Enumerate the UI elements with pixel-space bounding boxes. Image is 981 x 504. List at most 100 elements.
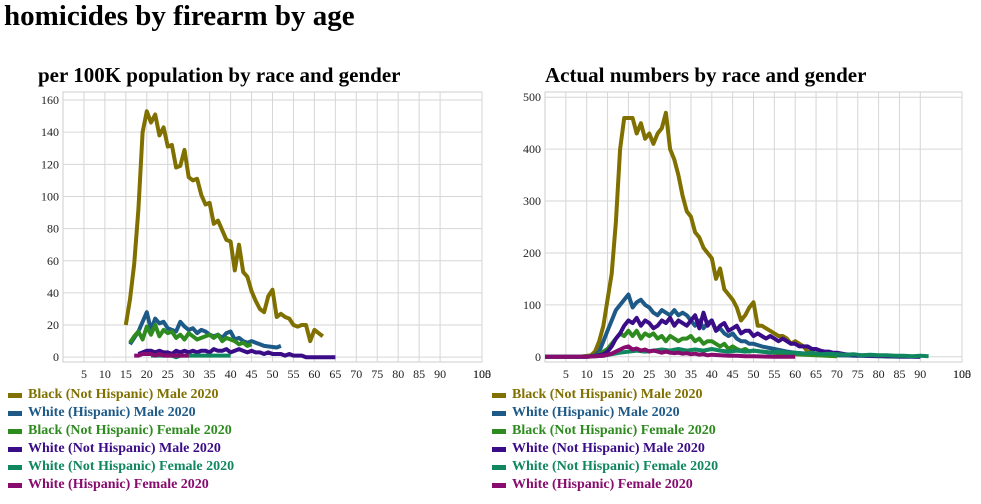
legend-swatch xyxy=(492,446,506,452)
legend-label: White (Not Hispanic) Male 2020 xyxy=(28,441,221,456)
chart-per-100k: 5 10 15 20 25 30 35 40 45 50 55 60 65 70 75 80 85 90 10010… xyxy=(41,91,491,381)
legend-item: White (Not Hispanic) Male 2020 xyxy=(8,440,234,458)
y-tick-label: 300 xyxy=(523,194,541,208)
x-tick-label: 30 xyxy=(183,367,195,381)
series-line-5 xyxy=(134,352,189,358)
legend-item: Black (Not Hispanic) Male 2020 xyxy=(492,386,718,404)
x-tick-label: 50 xyxy=(748,367,760,381)
legend-swatch xyxy=(8,428,22,434)
x-tick-label: 100 xyxy=(953,367,971,381)
x-tick-label: 100 xyxy=(473,367,491,381)
legend-item: Black (Not Hispanic) Male 2020 xyxy=(8,386,234,404)
y-tick-label: 80 xyxy=(47,222,59,236)
x-tick-label: 80 xyxy=(873,367,885,381)
series-line-2 xyxy=(128,323,253,348)
legend-label: Black (Not Hispanic) Female 2020 xyxy=(512,423,716,438)
legend-label: Black (Not Hispanic) Male 2020 xyxy=(28,387,219,402)
legend-label: White (Not Hispanic) Female 2020 xyxy=(28,459,235,474)
x-tick-label: 60 xyxy=(789,367,801,381)
legend-swatch xyxy=(8,482,22,488)
x-tick-label: 30 xyxy=(664,367,676,381)
legend-label: White (Hispanic) Female 2020 xyxy=(28,477,209,492)
x-tick-label: 35 xyxy=(685,367,697,381)
legend-item: Black (Not Hispanic) Female 2020 xyxy=(8,422,234,440)
chart-title-per-100k: per 100K population by race and gender xyxy=(38,63,401,87)
x-tick-label: 70 xyxy=(350,367,362,381)
legend-label: White (Not Hispanic) Male 2020 xyxy=(512,441,705,456)
x-tick-label: 75 xyxy=(371,367,383,381)
legend-label: White (Hispanic) Female 2020 xyxy=(512,477,693,492)
x-tick-label: 15 xyxy=(120,367,132,381)
y-tick-label: 0 xyxy=(53,350,59,364)
legend-swatch xyxy=(492,464,506,470)
x-tick-label: 40 xyxy=(706,367,718,381)
page-title: homicides by firearm by age xyxy=(4,0,355,32)
y-tick-label: 400 xyxy=(523,142,541,156)
legend-item: White (Hispanic) Male 2020 xyxy=(492,404,718,422)
legend-item: White (Not Hispanic) Female 2020 xyxy=(492,458,718,476)
y-tick-label: 140 xyxy=(41,125,59,139)
series-line-1 xyxy=(545,292,921,359)
x-tick-label: 35 xyxy=(204,367,216,381)
series-line-3 xyxy=(545,310,921,359)
x-tick-label: 65 xyxy=(810,367,822,381)
legend-swatch xyxy=(492,428,506,434)
legend-swatch xyxy=(8,392,22,398)
x-tick-label: 45 xyxy=(246,367,258,381)
x-tick-label: 105 xyxy=(953,367,971,381)
y-tick-label: 200 xyxy=(523,246,541,260)
y-tick-label: 0 xyxy=(535,350,541,364)
x-tick-label: 20 xyxy=(622,367,634,381)
legend-actual-numbers: Black (Not Hispanic) Male 2020 White (His… xyxy=(492,386,718,494)
series-line-0 xyxy=(123,109,325,344)
legend-swatch xyxy=(8,464,22,470)
y-tick-label: 20 xyxy=(47,318,59,332)
legend-item: Black (Not Hispanic) Female 2020 xyxy=(492,422,718,440)
x-tick-label: 55 xyxy=(287,367,299,381)
legend-item: White (Not Hispanic) Female 2020 xyxy=(8,458,234,476)
legend-label: White (Not Hispanic) Female 2020 xyxy=(512,459,719,474)
legend-per-100k: Black (Not Hispanic) Male 2020 White (His… xyxy=(8,386,234,494)
x-tick-label: 90 xyxy=(434,367,446,381)
x-tick-label: 5 xyxy=(563,367,569,381)
series-line-1 xyxy=(128,310,282,350)
legend-item: White (Hispanic) Male 2020 xyxy=(8,404,234,422)
x-tick-label: 50 xyxy=(267,367,279,381)
x-tick-label: 25 xyxy=(643,367,655,381)
x-tick-label: 25 xyxy=(162,367,174,381)
x-tick-label: 55 xyxy=(768,367,780,381)
x-tick-label: 85 xyxy=(413,367,425,381)
x-tick-label: 10 xyxy=(581,367,593,381)
x-tick-label: 10 xyxy=(99,367,111,381)
x-tick-label: 20 xyxy=(141,367,153,381)
chart-actual-numbers: 5 10 15 20 25 30 35 40 45 50 55 60 65 70 75 80 85 90 10010… xyxy=(523,90,971,381)
x-tick-label: 15 xyxy=(602,367,614,381)
legend-label: White (Hispanic) Male 2020 xyxy=(28,405,196,420)
legend-swatch xyxy=(492,482,506,488)
x-tick-label: 80 xyxy=(392,367,404,381)
x-tick-label: 65 xyxy=(329,367,341,381)
legend-label: White (Hispanic) Male 2020 xyxy=(512,405,680,420)
legend-swatch xyxy=(492,392,506,398)
y-tick-label: 160 xyxy=(41,93,59,107)
legend-label: Black (Not Hispanic) Female 2020 xyxy=(28,423,232,438)
legend-item: White (Hispanic) Female 2020 xyxy=(8,476,234,494)
x-tick-label: 5 xyxy=(81,367,87,381)
series-line-5 xyxy=(545,344,796,359)
legend-item: White (Not Hispanic) Male 2020 xyxy=(492,440,718,458)
y-tick-label: 120 xyxy=(41,157,59,171)
legend-swatch xyxy=(8,410,22,416)
x-tick-label: 70 xyxy=(831,367,843,381)
x-tick-label: 105 xyxy=(473,367,491,381)
x-tick-label: 60 xyxy=(308,367,320,381)
x-tick-label: 45 xyxy=(727,367,739,381)
legend-label: Black (Not Hispanic) Male 2020 xyxy=(512,387,703,402)
y-tick-label: 100 xyxy=(523,298,541,312)
series-line-0 xyxy=(545,110,858,359)
y-tick-label: 40 xyxy=(47,286,59,300)
x-tick-label: 85 xyxy=(893,367,905,381)
x-tick-label: 75 xyxy=(852,367,864,381)
x-tick-label: 90 xyxy=(914,367,926,381)
legend-swatch xyxy=(8,446,22,452)
x-tick-label: 40 xyxy=(225,367,237,381)
